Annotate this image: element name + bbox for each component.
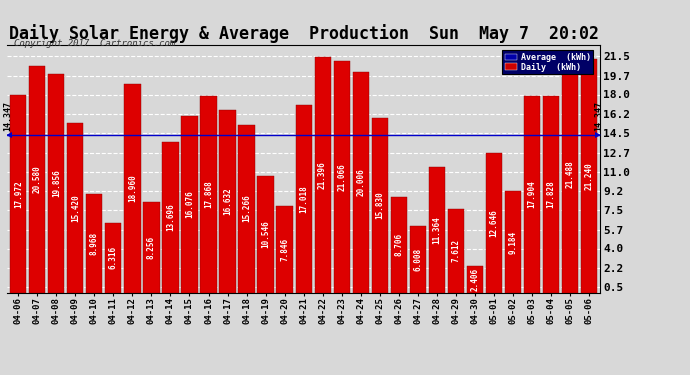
Text: 17.972: 17.972	[14, 180, 23, 207]
Text: 16.632: 16.632	[223, 187, 232, 215]
Bar	[86, 194, 103, 292]
Text: 8.968: 8.968	[90, 232, 99, 255]
Text: 20.580: 20.580	[33, 165, 42, 193]
Text: 8.256: 8.256	[147, 236, 156, 259]
Bar	[257, 177, 274, 292]
Bar	[162, 142, 179, 292]
Bar	[581, 59, 597, 292]
Legend: Average  (kWh), Daily  (kWh): Average (kWh), Daily (kWh)	[502, 50, 593, 74]
Text: 19.856: 19.856	[52, 170, 61, 197]
Text: 20.006: 20.006	[356, 169, 365, 196]
Text: 17.018: 17.018	[299, 185, 308, 213]
Bar	[562, 56, 578, 292]
Text: 10.546: 10.546	[261, 220, 270, 248]
Bar	[68, 123, 83, 292]
Text: 17.868: 17.868	[204, 180, 213, 208]
Text: 21.066: 21.066	[337, 163, 346, 190]
Text: 17.828: 17.828	[546, 181, 555, 209]
Bar	[466, 266, 483, 292]
Bar	[410, 226, 426, 292]
Bar	[543, 96, 559, 292]
Bar	[48, 74, 64, 292]
Text: 14.347: 14.347	[594, 101, 603, 131]
Text: 7.846: 7.846	[280, 238, 289, 261]
Bar	[448, 209, 464, 292]
Text: 11.364: 11.364	[432, 216, 441, 244]
Text: 12.646: 12.646	[489, 209, 498, 237]
Bar	[144, 202, 159, 292]
Bar	[277, 206, 293, 292]
Text: 21.488: 21.488	[565, 160, 574, 188]
Bar	[391, 197, 407, 292]
Text: 2.406: 2.406	[471, 268, 480, 291]
Text: Copyright 2017  Cartronics.com: Copyright 2017 Cartronics.com	[14, 39, 175, 48]
Bar	[219, 110, 235, 292]
Text: 15.830: 15.830	[375, 192, 384, 219]
Bar	[353, 72, 368, 292]
Bar	[372, 118, 388, 292]
Bar	[200, 96, 217, 292]
Bar	[428, 168, 445, 292]
Bar	[524, 96, 540, 292]
Bar	[239, 124, 255, 292]
Text: 21.396: 21.396	[318, 161, 327, 189]
Text: 17.904: 17.904	[527, 180, 536, 208]
Text: 9.184: 9.184	[509, 230, 518, 254]
Bar	[333, 61, 350, 292]
Text: 6.316: 6.316	[109, 246, 118, 269]
Bar	[181, 116, 197, 292]
Bar	[504, 192, 521, 292]
Text: 15.420: 15.420	[71, 194, 80, 222]
Bar	[124, 84, 141, 292]
Text: 6.008: 6.008	[413, 248, 422, 271]
Bar	[10, 95, 26, 292]
Bar	[106, 223, 121, 292]
Text: 21.240: 21.240	[584, 162, 593, 189]
Bar	[295, 105, 312, 292]
Bar	[29, 66, 46, 292]
Bar	[486, 153, 502, 292]
Text: 14.347: 14.347	[3, 101, 12, 131]
Bar	[315, 57, 331, 292]
Text: 8.706: 8.706	[394, 233, 403, 256]
Text: 16.076: 16.076	[185, 190, 194, 218]
Text: 15.266: 15.266	[242, 195, 251, 222]
Text: 18.960: 18.960	[128, 174, 137, 202]
Text: 7.612: 7.612	[451, 239, 460, 262]
Title: Daily Solar Energy & Average  Production  Sun  May 7  20:02: Daily Solar Energy & Average Production …	[8, 24, 599, 44]
Text: 13.696: 13.696	[166, 203, 175, 231]
